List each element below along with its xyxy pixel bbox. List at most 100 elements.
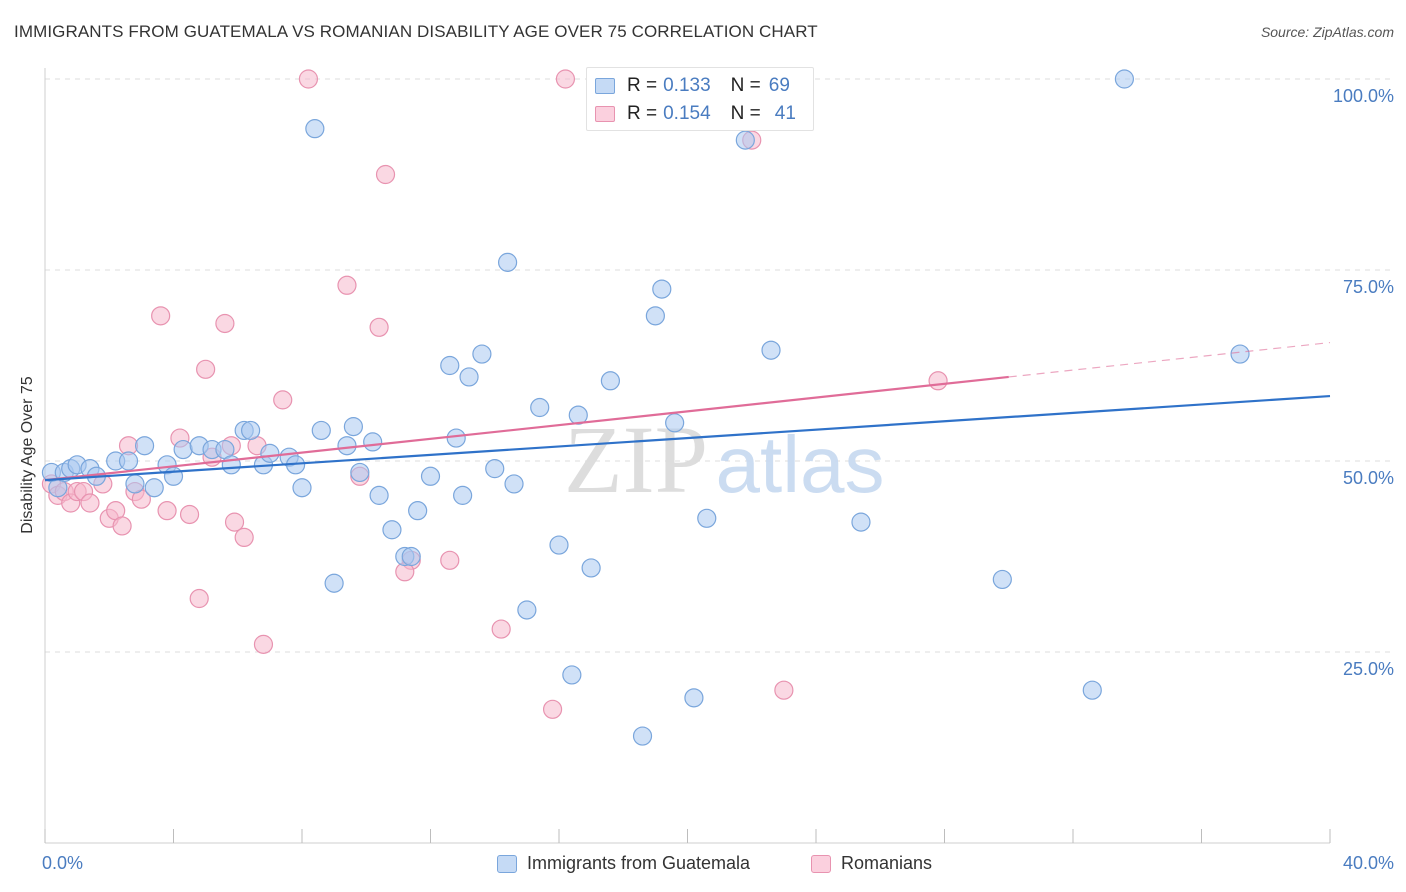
data-point [369, 317, 389, 337]
data-point [215, 313, 235, 334]
data-point [562, 665, 582, 685]
legend-swatch-pink [595, 106, 615, 122]
data-point [1114, 69, 1135, 89]
x-tick-label-max: 40.0% [1342, 853, 1394, 873]
data-point [420, 466, 441, 486]
x-tick-label-min: 0.0% [42, 853, 84, 873]
data-point [459, 367, 479, 387]
series-guatemala [41, 69, 1250, 746]
data-point [234, 527, 254, 548]
y-tick-label: 25.0% [1342, 659, 1394, 679]
data-point [472, 344, 492, 364]
trend-layer [44, 341, 1331, 482]
data-point [337, 275, 357, 295]
data-point [549, 535, 569, 555]
data-point [542, 699, 563, 719]
data-point [652, 279, 672, 299]
data-point [517, 600, 537, 620]
legend-r-value: 0.154 [663, 103, 711, 124]
data-point [774, 680, 794, 700]
legend-n-value: 41 [774, 103, 796, 124]
series-legend: Immigrants from Guatemala Romanians [0, 852, 1406, 878]
data-point [80, 493, 100, 513]
chart-title: IMMIGRANTS FROM GUATEMALA VS ROMANIAN DI… [14, 22, 818, 41]
data-point [453, 485, 473, 505]
data-point [125, 474, 145, 494]
data-point [343, 417, 363, 437]
data-point [224, 512, 245, 532]
data-point [253, 634, 274, 654]
data-point [568, 405, 588, 425]
legend-item-guatemala[interactable]: Immigrants from Guatemala [497, 853, 750, 874]
legend-item-romanians[interactable]: Romanians [811, 853, 932, 874]
data-point [305, 119, 325, 139]
data-point [446, 428, 466, 448]
data-point [112, 516, 132, 536]
data-point [350, 462, 370, 483]
data-point [992, 569, 1012, 590]
data-point [375, 164, 396, 185]
chart-source: Source: ZipAtlas.com [1260, 24, 1394, 40]
data-point [144, 478, 164, 498]
data-point [369, 485, 389, 505]
data-point [440, 355, 460, 376]
legend-n-label: N = [730, 103, 761, 124]
axis-layer [44, 68, 1331, 844]
data-point [401, 546, 421, 567]
data-point [581, 558, 601, 578]
y-axis-label: Disability Age Over 75 [19, 376, 36, 534]
legend-row-romanians: R = 0.154 N = 41 [595, 102, 796, 126]
legend-label-romanians: Romanians [841, 853, 933, 873]
trendline-guatemala [44, 394, 1331, 482]
data-point [408, 501, 428, 521]
data-point [134, 436, 155, 456]
data-point [632, 726, 653, 746]
data-point [697, 508, 717, 528]
watermark: ZIP atlas [564, 406, 884, 513]
data-point [504, 474, 524, 494]
legend-r-label: R = [627, 75, 658, 96]
data-point [600, 371, 621, 391]
series-romanians [41, 69, 948, 719]
legend-n-value: 69 [768, 75, 790, 96]
legend-row-guatemala: R = 0.133 N = 69 [595, 74, 790, 98]
y-tick-label: 50.0% [1342, 468, 1394, 488]
trendline-romanians-extension [1008, 341, 1331, 378]
legend-label-guatemala: Immigrants from Guatemala [527, 853, 751, 873]
data-point [292, 478, 312, 498]
data-point [485, 459, 505, 479]
y-tick-label: 75.0% [1342, 277, 1394, 297]
data-point [761, 340, 781, 360]
correlation-legend: R = 0.133 N = 69 R = 0.154 N = 41 [586, 67, 814, 131]
data-point [163, 466, 184, 486]
data-point [337, 436, 357, 456]
data-point [440, 550, 460, 570]
data-point [851, 512, 871, 532]
data-point [735, 130, 755, 150]
data-point [173, 439, 193, 460]
data-point [179, 504, 200, 525]
data-point [1082, 680, 1102, 700]
legend-r-label: R = [627, 103, 658, 124]
data-point [665, 413, 685, 433]
trendline-romanians [44, 375, 1009, 482]
data-point [196, 359, 216, 379]
data-point [363, 432, 383, 452]
data-point [382, 520, 402, 540]
data-point [273, 390, 293, 410]
data-point [151, 306, 171, 326]
watermark-atlas: atlas [716, 420, 885, 509]
data-point [157, 501, 177, 521]
data-point [491, 619, 511, 639]
legend-swatch-pink [811, 854, 831, 873]
y-tick-label: 100.0% [1332, 86, 1394, 106]
legend-n-label: N = [730, 75, 761, 96]
data-point [311, 420, 331, 441]
data-point [530, 397, 550, 418]
legend-swatch-blue [497, 854, 517, 873]
legend-r-value: 0.133 [663, 75, 711, 96]
data-point [189, 588, 209, 609]
data-point [241, 420, 261, 441]
data-point [324, 573, 344, 593]
